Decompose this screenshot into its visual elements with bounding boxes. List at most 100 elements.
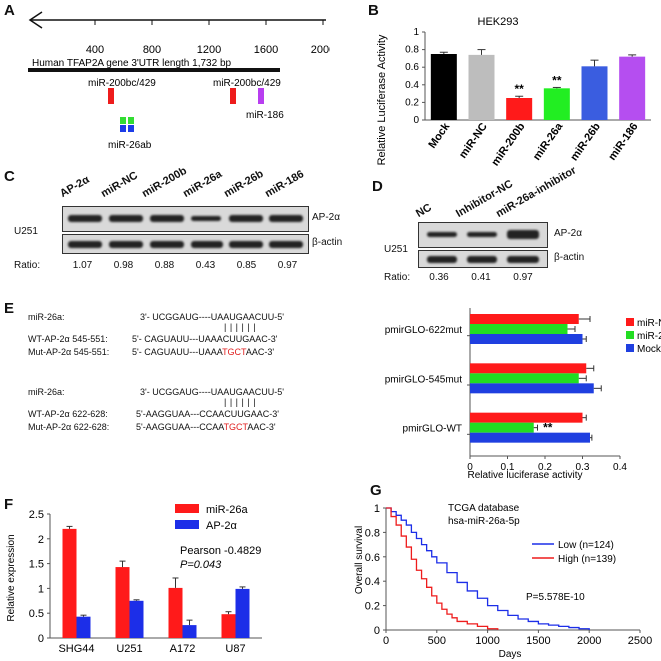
bar-mir-26a <box>470 422 534 433</box>
wt-sequence: 5'-AAGGUAA---CCAACUUGAAC-3' <box>136 409 279 419</box>
tick-label: 400 <box>86 44 104 56</box>
axis-arrow-icon <box>28 11 43 29</box>
y-tick-label: 0 <box>38 633 44 645</box>
bar-mock <box>430 54 457 120</box>
legend-label: High (n=139) <box>558 554 616 565</box>
pearson-label: Pearson -0.4829 <box>180 545 261 557</box>
panel-label-f: F <box>4 496 14 513</box>
blot-actin-c <box>62 234 309 254</box>
y-tick-label: 2 <box>38 534 44 546</box>
significance-mark: ** <box>543 421 553 435</box>
y-tick-label: 1 <box>413 27 419 38</box>
category-label: U87 <box>225 643 245 655</box>
legend-swatch <box>626 344 634 352</box>
chart-title: TCGA database <box>448 503 520 514</box>
bar-mir-nc <box>470 314 579 324</box>
x-tick-label: 0.4 <box>613 462 627 473</box>
y-tick-label: 1 <box>374 503 380 515</box>
category-label: miR-26b <box>568 121 603 164</box>
bar-mock <box>470 383 594 394</box>
row-label-ap2a: AP-2α <box>554 228 583 239</box>
tick-label: 800 <box>143 44 161 56</box>
bar-mir-26a <box>470 324 568 334</box>
x-tick-label: 2000 <box>577 635 601 647</box>
blot-ap2a-c <box>62 206 309 232</box>
y-axis-label: Overall survival <box>354 526 365 594</box>
wt-sequence: 5'- CAGUAUU---UAAACUUGAAC-3' <box>132 334 278 344</box>
bar-mir-nc <box>470 412 583 423</box>
row-label-ap2a: AP-2α <box>312 212 341 223</box>
pairing-bars: | | | | | | <box>224 322 257 332</box>
x-tick-label: 0.3 <box>576 462 590 473</box>
site-marker-mir26-blue <box>120 125 126 132</box>
mir-label: miR-26a: <box>28 387 65 397</box>
y-axis-label: Relative Luciferase Activity <box>376 34 388 165</box>
category-label: miR-200b <box>489 121 527 169</box>
wt-label: WT-AP-2α 545-551: <box>28 334 108 344</box>
site-label: miR-186 <box>246 110 284 121</box>
legend-swatch <box>175 520 199 529</box>
bar-ap2a <box>235 588 250 638</box>
panel-label-e: E <box>4 300 15 317</box>
tick-label: 1200 <box>197 44 221 56</box>
panel-label-b: B <box>368 2 379 19</box>
legend-swatch <box>175 504 199 513</box>
lane-label: AP-2α <box>58 173 92 200</box>
legend-swatch <box>626 318 634 326</box>
row-label-actin: β-actin <box>554 252 585 263</box>
bar-mir26a <box>221 614 236 638</box>
chart-g: Overall survival TCGA database hsa-miR-2… <box>354 503 652 660</box>
x-axis-label: Days <box>499 649 522 660</box>
lane-label: miR-NC <box>99 169 140 200</box>
bar-mock <box>470 432 590 443</box>
group-label: pmirGLO-622mut <box>385 325 462 336</box>
y-tick-label: 2.5 <box>29 509 44 521</box>
lane-labels-c: AP-2α miR-NC miR-200b miR-26a miR-26b miR-186 <box>58 160 314 200</box>
mutated-bases: TGCT <box>223 422 248 432</box>
y-tick-label: 0.6 <box>405 62 419 73</box>
legend-label: miR-NC <box>637 318 661 329</box>
site-label: miR-26ab <box>108 140 152 151</box>
bar-mir-186 <box>619 56 646 120</box>
wt-label: WT-AP-2α 622-628: <box>28 409 108 419</box>
mir-label: miR-26a: <box>28 312 65 322</box>
mir-sequence: 3'- UCGGAUG----UAAUGAACUU-5' <box>140 312 284 322</box>
utr-bar <box>28 68 280 72</box>
site-marker-mir26-green <box>128 117 134 124</box>
bar-mir26a <box>62 528 77 638</box>
x-tick-label: 0 <box>383 635 389 647</box>
lane-label: miR-26b <box>222 167 266 200</box>
mut-sequence: 5'- CAGUAUU---UAAATGCTAAC-3' <box>132 347 275 357</box>
gene-label: Human TFAP2A gene 3'UTR length 1,732 bp <box>32 58 232 69</box>
category-label: Mock <box>426 120 452 151</box>
survival-curve-low <box>386 507 590 630</box>
bar-mir26a <box>115 567 130 638</box>
category-label: miR-186 <box>606 121 640 163</box>
ratio-value: 0.88 <box>154 260 175 271</box>
site-marker-mir200-1 <box>108 88 114 104</box>
ratio-value: 0.97 <box>277 260 298 271</box>
y-tick-label: 0 <box>413 115 419 126</box>
bar-ap2a <box>76 616 91 638</box>
lane-label: miR-200b <box>140 164 189 200</box>
ratio-value: 0.36 <box>429 272 449 283</box>
y-tick-label: 0 <box>374 625 380 637</box>
mut-label: Mut-AP-2α 622-628: <box>28 422 110 432</box>
category-label: miR-NC <box>457 121 490 161</box>
y-tick-label: 1 <box>38 583 44 595</box>
bar-mock <box>470 334 583 344</box>
y-tick-label: 0.8 <box>405 45 419 56</box>
site-marker-mir26-green <box>120 117 126 124</box>
x-tick-label: 0.1 <box>501 462 515 473</box>
y-tick-label: 0.2 <box>365 601 380 613</box>
tick-label: 1600 <box>254 44 278 56</box>
group-label: pmirGLO-545mut <box>385 374 462 385</box>
blot-actin-d <box>418 250 548 268</box>
site-marker-mir186 <box>258 88 264 104</box>
ratio-value: 0.97 <box>513 272 533 283</box>
lane-label: miR-186 <box>263 168 307 200</box>
panel-label-d: D <box>372 178 383 195</box>
x-tick-label: 1000 <box>475 635 499 647</box>
ratio-value: 0.41 <box>471 272 491 283</box>
site-label: miR-200bc/429 <box>88 78 156 89</box>
